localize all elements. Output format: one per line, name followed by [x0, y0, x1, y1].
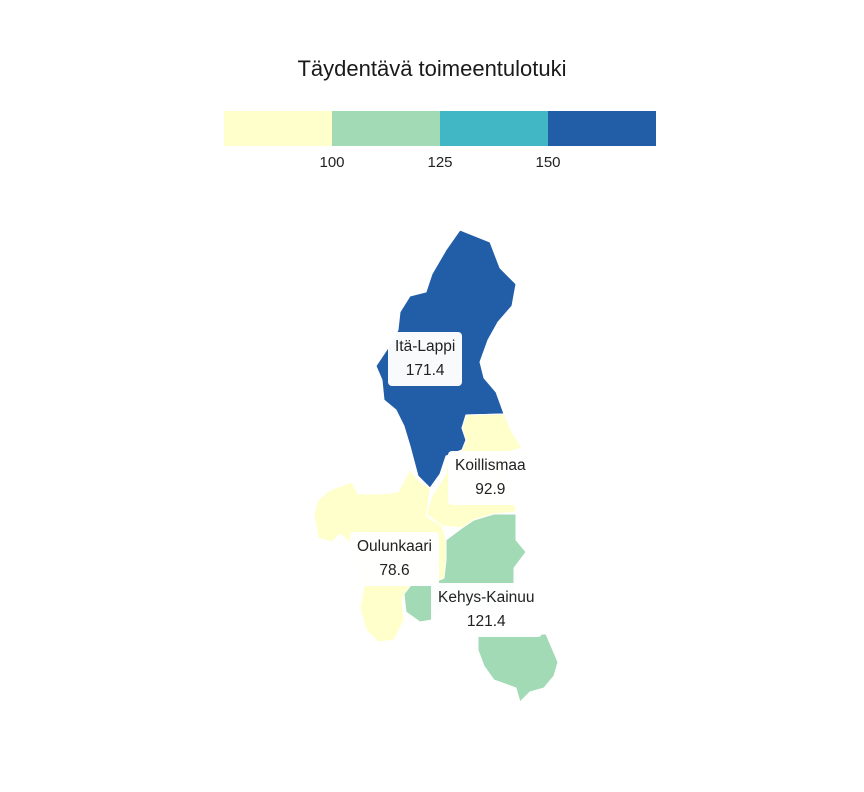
region-value-koillismaa: 92.9	[475, 481, 506, 498]
map-title: Täydentävä toimeentulotuki	[297, 56, 567, 81]
region-name-oulunkaari: Oulunkaari	[357, 538, 432, 555]
legend-tick-1: 100	[319, 154, 345, 171]
region-name-koillismaa: Koillismaa	[455, 457, 526, 474]
legend-tick-2: 125	[427, 154, 453, 171]
legend-tick-3: 150	[535, 154, 561, 171]
region-value-kehys-kainuu: 121.4	[466, 613, 506, 630]
legend-bin-1	[224, 111, 332, 146]
label-kehys-kainuu: Kehys-Kainuu 121.4	[431, 583, 542, 637]
region-value-ita-lappi: 171.4	[405, 362, 445, 379]
region-kehys-kainuu-south[interactable]	[477, 633, 559, 703]
label-koillismaa: Koillismaa 92.9	[448, 451, 533, 505]
legend-bin-2	[332, 111, 440, 146]
legend-bin-3	[440, 111, 548, 146]
region-value-oulunkaari: 78.6	[379, 562, 410, 579]
region-name-kehys-kainuu: Kehys-Kainuu	[438, 589, 535, 606]
label-ita-lappi: Itä-Lappi 171.4	[388, 332, 463, 386]
legend-bin-4	[548, 111, 656, 146]
label-oulunkaari: Oulunkaari 78.6	[350, 532, 439, 586]
region-name-ita-lappi: Itä-Lappi	[395, 338, 456, 355]
color-legend: 100 125 150	[224, 111, 656, 171]
